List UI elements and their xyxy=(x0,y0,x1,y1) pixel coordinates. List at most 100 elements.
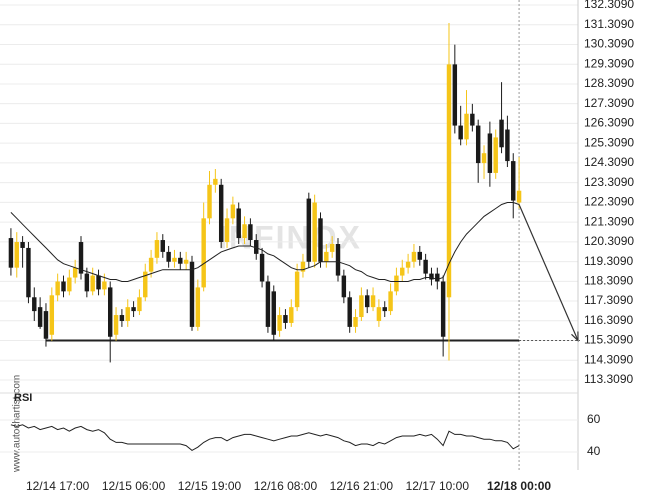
y-tick-label: 129.3090 xyxy=(584,56,634,70)
y-tick-label: 130.3090 xyxy=(584,37,634,51)
x-tick-label: 12/15 19:00 xyxy=(178,479,242,493)
arrow-head xyxy=(571,331,579,342)
candle-body xyxy=(329,243,335,252)
x-tick-label: 12/16 08:00 xyxy=(254,479,318,493)
candle-body xyxy=(96,275,101,290)
candle-body xyxy=(376,307,382,321)
candle-body xyxy=(218,184,224,243)
candle-body xyxy=(55,281,60,296)
y-tick-label: 128.3090 xyxy=(584,76,634,90)
candle-body xyxy=(382,307,387,312)
x-tick-label: 12/17 10:00 xyxy=(406,479,470,493)
candle-body xyxy=(505,129,510,162)
candle-body xyxy=(294,271,300,308)
candle-body xyxy=(423,259,428,274)
y-tick-label: 114.3090 xyxy=(584,352,633,366)
candle-body xyxy=(400,267,405,276)
candle-body xyxy=(248,224,253,241)
candle-body xyxy=(178,257,183,264)
candle-body xyxy=(183,259,189,264)
candle-body xyxy=(283,315,288,323)
y-tick-label: 125.3090 xyxy=(584,135,634,149)
candle-body xyxy=(230,204,236,219)
y-tick-label: 123.3090 xyxy=(584,175,634,189)
y-tick-label: 126.3090 xyxy=(584,116,634,130)
candle-body xyxy=(470,113,475,126)
candle-body xyxy=(446,64,452,298)
candle-body xyxy=(499,119,504,148)
x-tick-label: 12/18 00:00 xyxy=(487,479,551,493)
candle-body xyxy=(347,297,352,327)
candle-body xyxy=(318,218,323,262)
candle-body xyxy=(143,271,148,298)
candle-body xyxy=(417,251,423,260)
candle-body xyxy=(8,238,14,268)
candle-body xyxy=(160,240,166,252)
y-tick-label: 117.3090 xyxy=(584,293,633,307)
candle-body xyxy=(487,133,493,173)
candle-body xyxy=(388,291,393,312)
y-tick-label: 124.3090 xyxy=(584,155,634,169)
candle-body xyxy=(137,297,142,312)
candle-body xyxy=(394,275,399,292)
candle-body xyxy=(306,198,312,262)
moving-average xyxy=(10,202,520,282)
candle-body xyxy=(207,184,212,219)
y-tick-label: 113.3090 xyxy=(584,372,633,386)
y-tick-label: 127.3090 xyxy=(584,96,634,110)
candle-body xyxy=(195,287,201,327)
candle-body xyxy=(277,315,282,331)
candle-body xyxy=(37,307,43,327)
candle-body xyxy=(189,261,195,327)
candle-body xyxy=(242,224,247,239)
candle-body xyxy=(20,242,25,248)
candle-body xyxy=(213,178,218,185)
source-label: www.autochartist.com xyxy=(12,375,23,473)
x-tick-label: 12/16 21:00 xyxy=(330,479,394,493)
candle-body xyxy=(236,208,241,239)
projection-arrow xyxy=(518,204,579,341)
candle-body xyxy=(516,190,522,203)
candle-body xyxy=(353,317,358,327)
candle-body xyxy=(113,315,119,335)
candle-body xyxy=(289,307,294,323)
candle-body xyxy=(172,257,177,262)
candle-body xyxy=(370,295,376,308)
candle-body xyxy=(300,261,306,272)
candle-body xyxy=(429,273,434,280)
candle-body xyxy=(90,275,95,292)
candle-body xyxy=(475,125,481,164)
y-tick-label: 118.3090 xyxy=(584,273,633,287)
candle-body xyxy=(254,240,259,254)
y-tick-label: 121.3090 xyxy=(584,214,634,228)
candle-body xyxy=(49,295,55,335)
candle-body xyxy=(359,295,364,318)
candle-body xyxy=(511,161,516,201)
candle-body xyxy=(61,281,66,292)
y-tick-label: 115.3090 xyxy=(584,333,633,347)
y-tick-label: 131.3090 xyxy=(584,17,634,31)
candle-body xyxy=(440,281,446,337)
rsi-tick-label: 40 xyxy=(587,444,601,458)
candle-body xyxy=(154,240,160,258)
rsi-label: RSI xyxy=(14,392,32,404)
candle-body xyxy=(405,261,411,268)
candle-body xyxy=(131,307,136,312)
candle-body xyxy=(32,297,37,312)
candle-body xyxy=(148,257,154,272)
candle-body xyxy=(26,247,31,298)
candle-body xyxy=(102,281,107,290)
y-tick-label: 119.3090 xyxy=(584,254,633,268)
candles xyxy=(8,22,522,363)
candle-body xyxy=(411,251,417,262)
y-tick-label: 116.3090 xyxy=(584,313,633,327)
candle-body xyxy=(119,315,125,321)
candle-body xyxy=(452,64,458,126)
candle-body xyxy=(493,137,498,173)
candle-body xyxy=(271,291,276,335)
rsi-line xyxy=(10,424,520,452)
candle-body xyxy=(14,242,19,268)
candle-body xyxy=(72,267,78,278)
rsi-tick-label: 60 xyxy=(587,412,601,426)
